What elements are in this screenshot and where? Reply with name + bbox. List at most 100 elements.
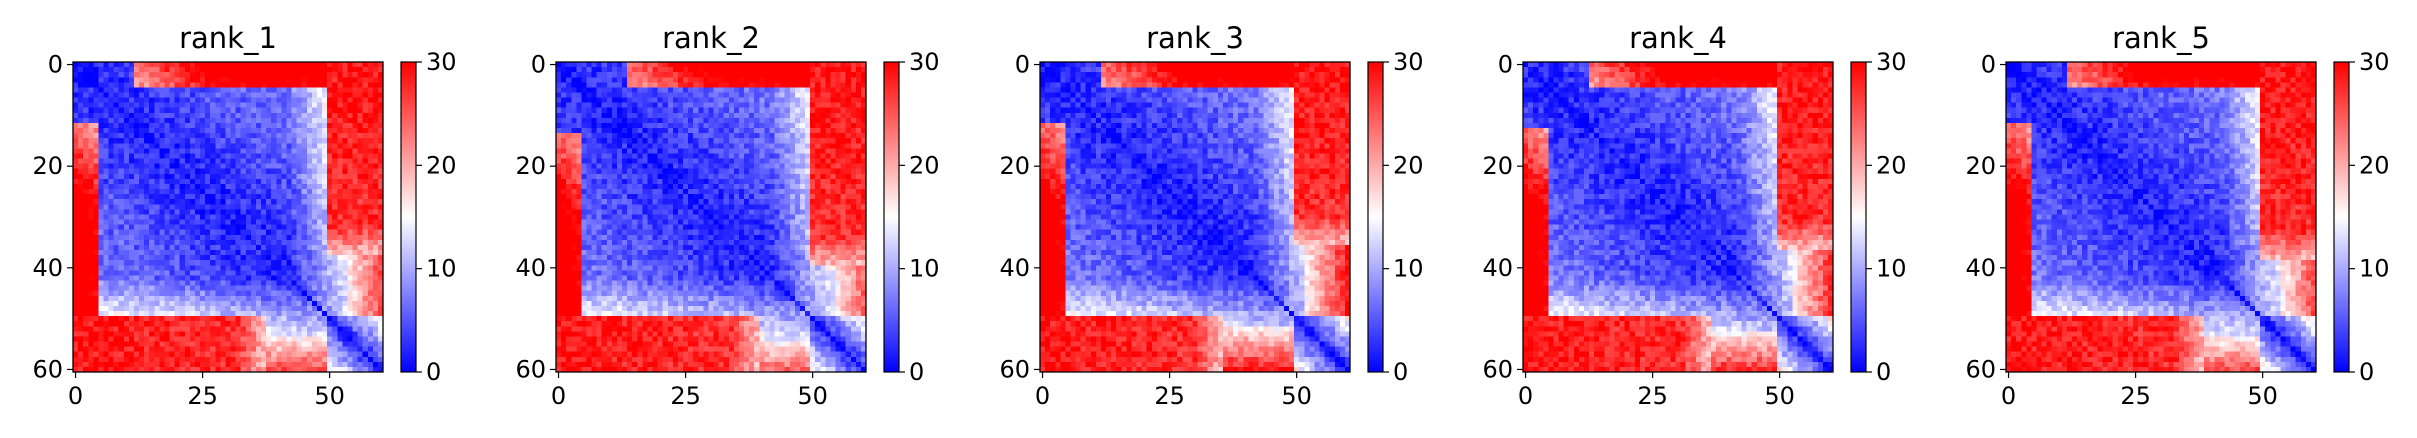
heatmap-cell bbox=[693, 148, 698, 153]
heatmap-cell bbox=[830, 133, 835, 138]
heatmap-cell bbox=[714, 82, 719, 87]
heatmap-cell bbox=[561, 138, 566, 143]
heatmap-cell bbox=[714, 153, 719, 158]
heatmap-cell bbox=[261, 235, 266, 240]
heatmap-cell bbox=[693, 92, 698, 97]
heatmap-cell bbox=[139, 270, 144, 275]
heatmap-cell bbox=[266, 275, 271, 280]
heatmap-cell bbox=[124, 270, 129, 275]
heatmap-cell bbox=[317, 291, 322, 296]
heatmap-cell bbox=[347, 179, 352, 184]
heatmap-cell bbox=[830, 82, 835, 87]
heatmap-cell bbox=[251, 316, 256, 321]
heatmap-cell bbox=[236, 336, 241, 341]
heatmap-cell bbox=[658, 153, 663, 158]
heatmap-cell bbox=[363, 77, 368, 82]
heatmap-cell bbox=[251, 225, 256, 230]
heatmap-cell bbox=[312, 169, 317, 174]
heatmap-cell bbox=[632, 67, 637, 72]
heatmap-cell bbox=[698, 118, 703, 123]
heatmap-cell bbox=[215, 194, 220, 199]
heatmap-cell bbox=[220, 306, 225, 311]
heatmap-cell bbox=[851, 72, 856, 77]
heatmap-cell bbox=[312, 87, 317, 92]
heatmap-cell bbox=[261, 164, 266, 169]
heatmap-cell bbox=[825, 159, 830, 164]
heatmap-cell bbox=[200, 214, 205, 219]
heatmap-cell bbox=[658, 138, 663, 143]
heatmap-cell bbox=[744, 72, 749, 77]
heatmap-cell bbox=[134, 113, 139, 118]
heatmap-cell bbox=[144, 174, 149, 179]
heatmap-cell bbox=[144, 275, 149, 280]
heatmap-cell bbox=[88, 133, 93, 138]
heatmap-cell bbox=[678, 98, 683, 103]
heatmap-cell bbox=[149, 153, 154, 158]
heatmap-cell bbox=[708, 92, 713, 97]
heatmap-cell bbox=[124, 133, 129, 138]
heatmap-cell bbox=[103, 184, 108, 189]
heatmap-cell bbox=[220, 118, 225, 123]
heatmap-cell bbox=[368, 235, 373, 240]
heatmap-cell bbox=[231, 118, 236, 123]
heatmap-cell bbox=[73, 260, 78, 265]
heatmap-cell bbox=[149, 199, 154, 204]
heatmap-cell bbox=[144, 255, 149, 260]
heatmap-cell bbox=[642, 67, 647, 72]
heatmap-cell bbox=[149, 275, 154, 280]
heatmap-cell bbox=[286, 77, 291, 82]
heatmap-cell bbox=[347, 159, 352, 164]
heatmap-cell bbox=[810, 82, 815, 87]
heatmap-cell bbox=[261, 169, 266, 174]
heatmap-cell bbox=[256, 214, 261, 219]
heatmap-cell bbox=[363, 362, 368, 367]
heatmap-cell bbox=[159, 87, 164, 92]
heatmap-cell bbox=[261, 118, 266, 123]
heatmap-cell bbox=[363, 103, 368, 108]
heatmap-cell bbox=[327, 189, 332, 194]
heatmap-cell bbox=[231, 296, 236, 301]
heatmap-cell bbox=[363, 230, 368, 235]
heatmap-cell bbox=[236, 148, 241, 153]
heatmap-cell bbox=[358, 220, 363, 225]
heatmap-cell bbox=[200, 230, 205, 235]
heatmap-cell bbox=[302, 311, 307, 316]
heatmap-cell bbox=[576, 143, 581, 148]
heatmap-cell bbox=[73, 103, 78, 108]
heatmap-cell bbox=[373, 235, 378, 240]
heatmap-cell bbox=[637, 128, 642, 133]
heatmap-cell bbox=[190, 306, 195, 311]
heatmap-cell bbox=[307, 72, 312, 77]
heatmap-cell bbox=[241, 220, 246, 225]
heatmap-cell bbox=[261, 113, 266, 118]
heatmap-cell bbox=[581, 164, 586, 169]
heatmap-cell bbox=[98, 321, 103, 326]
heatmap-cell bbox=[373, 87, 378, 92]
heatmap-cell bbox=[139, 240, 144, 245]
heatmap-cell bbox=[286, 225, 291, 230]
heatmap-cell bbox=[678, 62, 683, 67]
heatmap-cell bbox=[846, 153, 851, 158]
heatmap-cell bbox=[215, 108, 220, 113]
heatmap-cell bbox=[88, 265, 93, 270]
heatmap-cell bbox=[739, 67, 744, 72]
heatmap-cell bbox=[103, 62, 108, 67]
heatmap-cell bbox=[286, 352, 291, 357]
heatmap-cell bbox=[200, 316, 205, 321]
heatmap-cell bbox=[342, 153, 347, 158]
heatmap-cell bbox=[103, 260, 108, 265]
heatmap-cell bbox=[780, 148, 785, 153]
heatmap-cell bbox=[724, 67, 729, 72]
heatmap-cell bbox=[200, 164, 205, 169]
heatmap-cell bbox=[164, 174, 169, 179]
heatmap-cell bbox=[632, 143, 637, 148]
heatmap-cell bbox=[205, 220, 210, 225]
heatmap-cell bbox=[312, 362, 317, 367]
heatmap-cell bbox=[134, 199, 139, 204]
heatmap-cell bbox=[576, 67, 581, 72]
heatmap-cell bbox=[622, 164, 627, 169]
heatmap-cell bbox=[170, 265, 175, 270]
heatmap-cell bbox=[103, 265, 108, 270]
heatmap-cell bbox=[276, 296, 281, 301]
heatmap-cell bbox=[617, 62, 622, 67]
